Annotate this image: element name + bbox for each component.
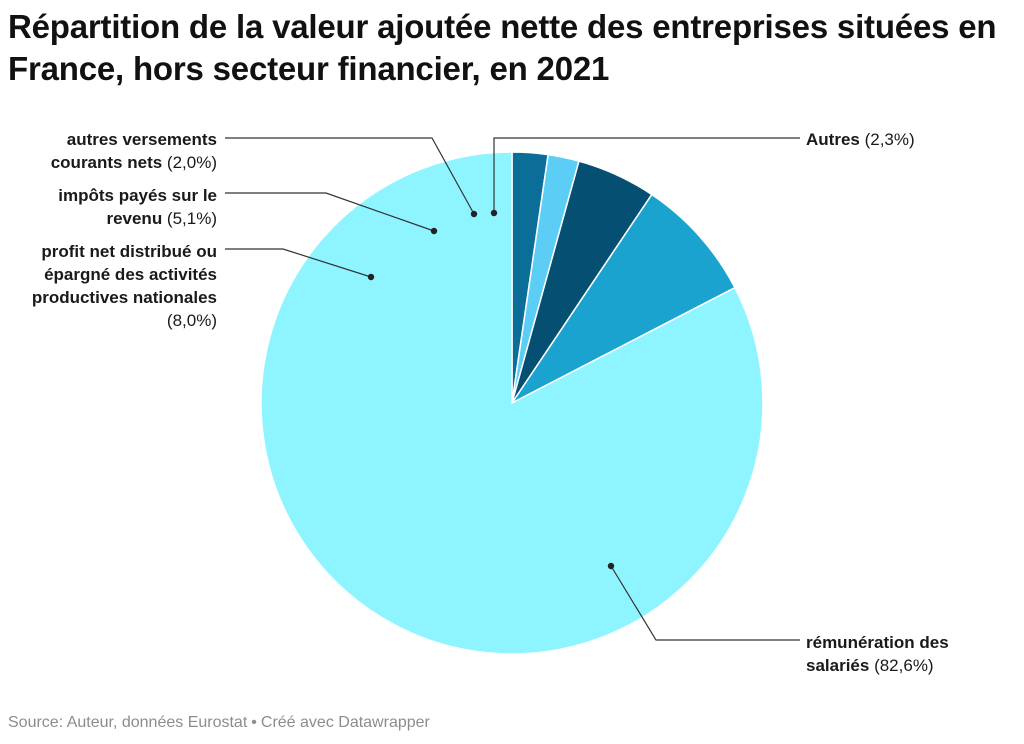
pie-slice[interactable] [260, 151, 764, 655]
source-note: Source: Auteur, données Eurostat [8, 714, 248, 731]
leader-line [493, 137, 800, 213]
slice-value-label: (5,1%) [162, 209, 217, 228]
leader-dot [490, 209, 498, 217]
slice-value-label: (8,0%) [167, 311, 217, 330]
slice-label: profit net distribué ou épargné des activ… [32, 242, 217, 330]
datawrapper-credit-link[interactable]: Créé avec Datawrapper [260, 714, 430, 731]
leader-line [225, 192, 435, 232]
slice-label: rémunération des salariés (82,6%) [806, 633, 949, 675]
leader-dot [430, 227, 438, 235]
leader-line [225, 248, 372, 278]
slice-value-label: (82,6%) [869, 656, 933, 675]
leader-dot [367, 273, 375, 281]
leader-line [610, 565, 800, 641]
slice-value-label: (2,0%) [162, 153, 217, 172]
chart-footer: Source: Auteur, données Eurostat • Créé av… [8, 712, 430, 734]
slice-label: Autres (2,3%) [806, 130, 915, 149]
leader-line [225, 137, 475, 215]
slice-label: autres versements courants nets (2,0%) [51, 130, 217, 172]
slice-label: impôts payés sur le revenu (5,1%) [58, 186, 217, 228]
chart-title: Répartition de la valeur ajoutée nette d… [8, 8, 997, 87]
pie-slice[interactable] [511, 193, 736, 404]
footer-separator: • [251, 714, 257, 731]
leader-dot [607, 562, 615, 570]
slice-value-label: (2,3%) [860, 130, 915, 149]
leader-dot [470, 210, 478, 218]
